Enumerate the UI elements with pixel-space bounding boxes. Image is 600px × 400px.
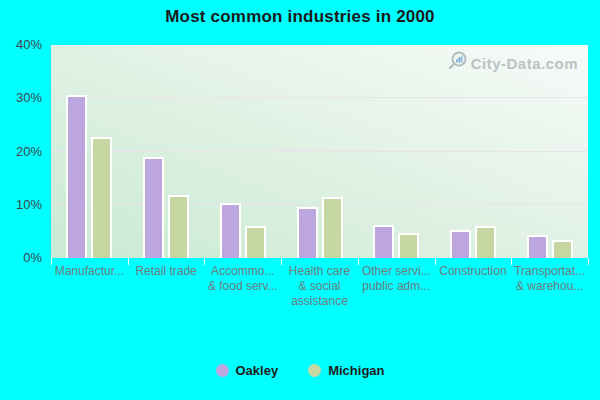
category-labels: Manufactur...Retail tradeAccommo...& foo… [51,264,588,309]
watermark: City-Data.com [447,50,578,76]
magnifier-bar-chart-icon [447,50,469,76]
bar-oakley [373,225,394,258]
legend-swatch-oakley [216,364,229,377]
category-label: Construction [435,264,512,309]
category-label: Other servi...public adm... [358,264,435,309]
bar-michigan [322,197,343,258]
chart-canvas: Most common industries in 2000 40% 30% 20%… [0,0,600,400]
bar-michigan [398,233,419,258]
y-tick-label: 0% [0,250,42,265]
category-label: Accommo...& food serv... [204,264,281,309]
bar-michigan [475,226,496,258]
bar-michigan [91,137,112,258]
y-tick-label: 40% [0,37,42,52]
x-tick [588,258,589,265]
bar-group [204,45,281,258]
bar-group [358,45,435,258]
chart-title: Most common industries in 2000 [0,7,600,27]
bar-michigan [168,195,189,258]
legend-item-michigan: Michigan [308,363,384,378]
legend-label-michigan: Michigan [328,363,384,378]
bar-group [128,45,205,258]
plot-area: City-Data.com [51,45,588,258]
bar-group [51,45,128,258]
category-label: Retail trade [128,264,205,309]
bar-oakley [450,230,471,258]
bar-oakley [297,207,318,258]
bar-oakley [220,203,241,258]
y-tick-label: 10% [0,197,42,212]
bar-group [281,45,358,258]
legend-swatch-michigan [308,364,321,377]
y-axis: 40%30%20%10%0% [0,45,46,258]
category-label: Manufactur... [51,264,128,309]
bar-oakley [527,235,548,258]
bar-oakley [143,157,164,258]
y-tick-label: 30% [0,90,42,105]
bars-row [51,45,588,258]
bar-michigan [245,226,266,258]
legend-item-oakley: Oakley [216,363,279,378]
category-label: Health care& socialassistance [281,264,358,309]
bar-michigan [552,240,573,259]
bar-oakley [66,95,87,258]
bar-group [435,45,512,258]
watermark-text: City-Data.com [471,55,578,72]
legend: Oakley Michigan [0,363,600,378]
bar-group [511,45,588,258]
legend-label-oakley: Oakley [236,363,279,378]
y-tick-label: 20% [0,144,42,159]
category-label: Transportat...& warehou... [511,264,588,309]
